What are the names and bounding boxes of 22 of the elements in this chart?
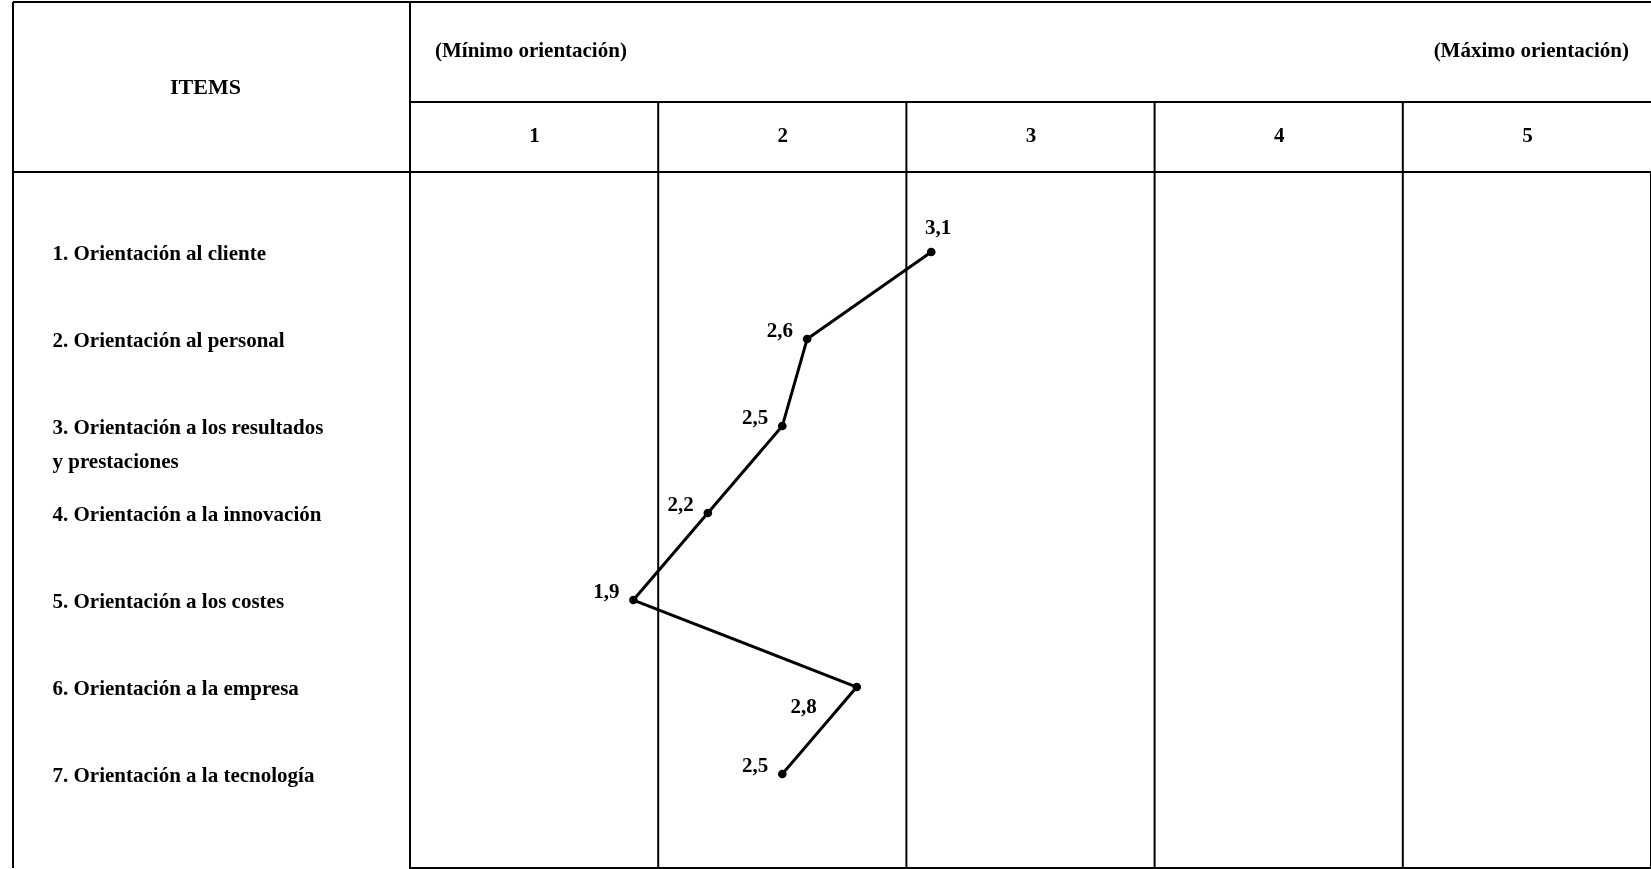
y-tick-label: 7. Orientación a la tecnología bbox=[52, 762, 315, 787]
x-tick-label: 3 bbox=[1025, 122, 1037, 147]
y-tick-label: 4. Orientación a la innovación bbox=[52, 501, 322, 526]
data-label: 1,9 bbox=[593, 579, 620, 604]
y-tick-label: 6. Orientación a la empresa bbox=[52, 675, 300, 700]
data-label: 2,5 bbox=[742, 753, 769, 778]
x-tick-label: 5 bbox=[1522, 122, 1533, 147]
text: (Mínimo orientación) bbox=[435, 38, 627, 62]
y-tick-label: 5. Orientación a los costes bbox=[52, 588, 285, 613]
y-tick-label: 1. Orientación al cliente bbox=[52, 240, 266, 265]
y-axis-title: ITEMS bbox=[170, 73, 241, 99]
x-tick-label: 2 bbox=[777, 122, 789, 147]
text: (Máximo orientación) bbox=[1433, 38, 1629, 62]
data-label: 3,1 bbox=[924, 215, 952, 240]
data-label: 2,8 bbox=[790, 694, 817, 719]
x-tick-label: 1 bbox=[529, 122, 540, 147]
x-tick-label: 4 bbox=[1273, 122, 1285, 147]
data-label: 2,6 bbox=[766, 318, 794, 343]
y-tick-label: 2. Orientación al personal bbox=[52, 327, 285, 352]
data-label: 2,2 bbox=[667, 492, 694, 517]
data-label: 2,5 bbox=[742, 405, 769, 430]
y-tick-label: 3. Orientación a los resultados y prestaciones bbox=[52, 414, 324, 474]
